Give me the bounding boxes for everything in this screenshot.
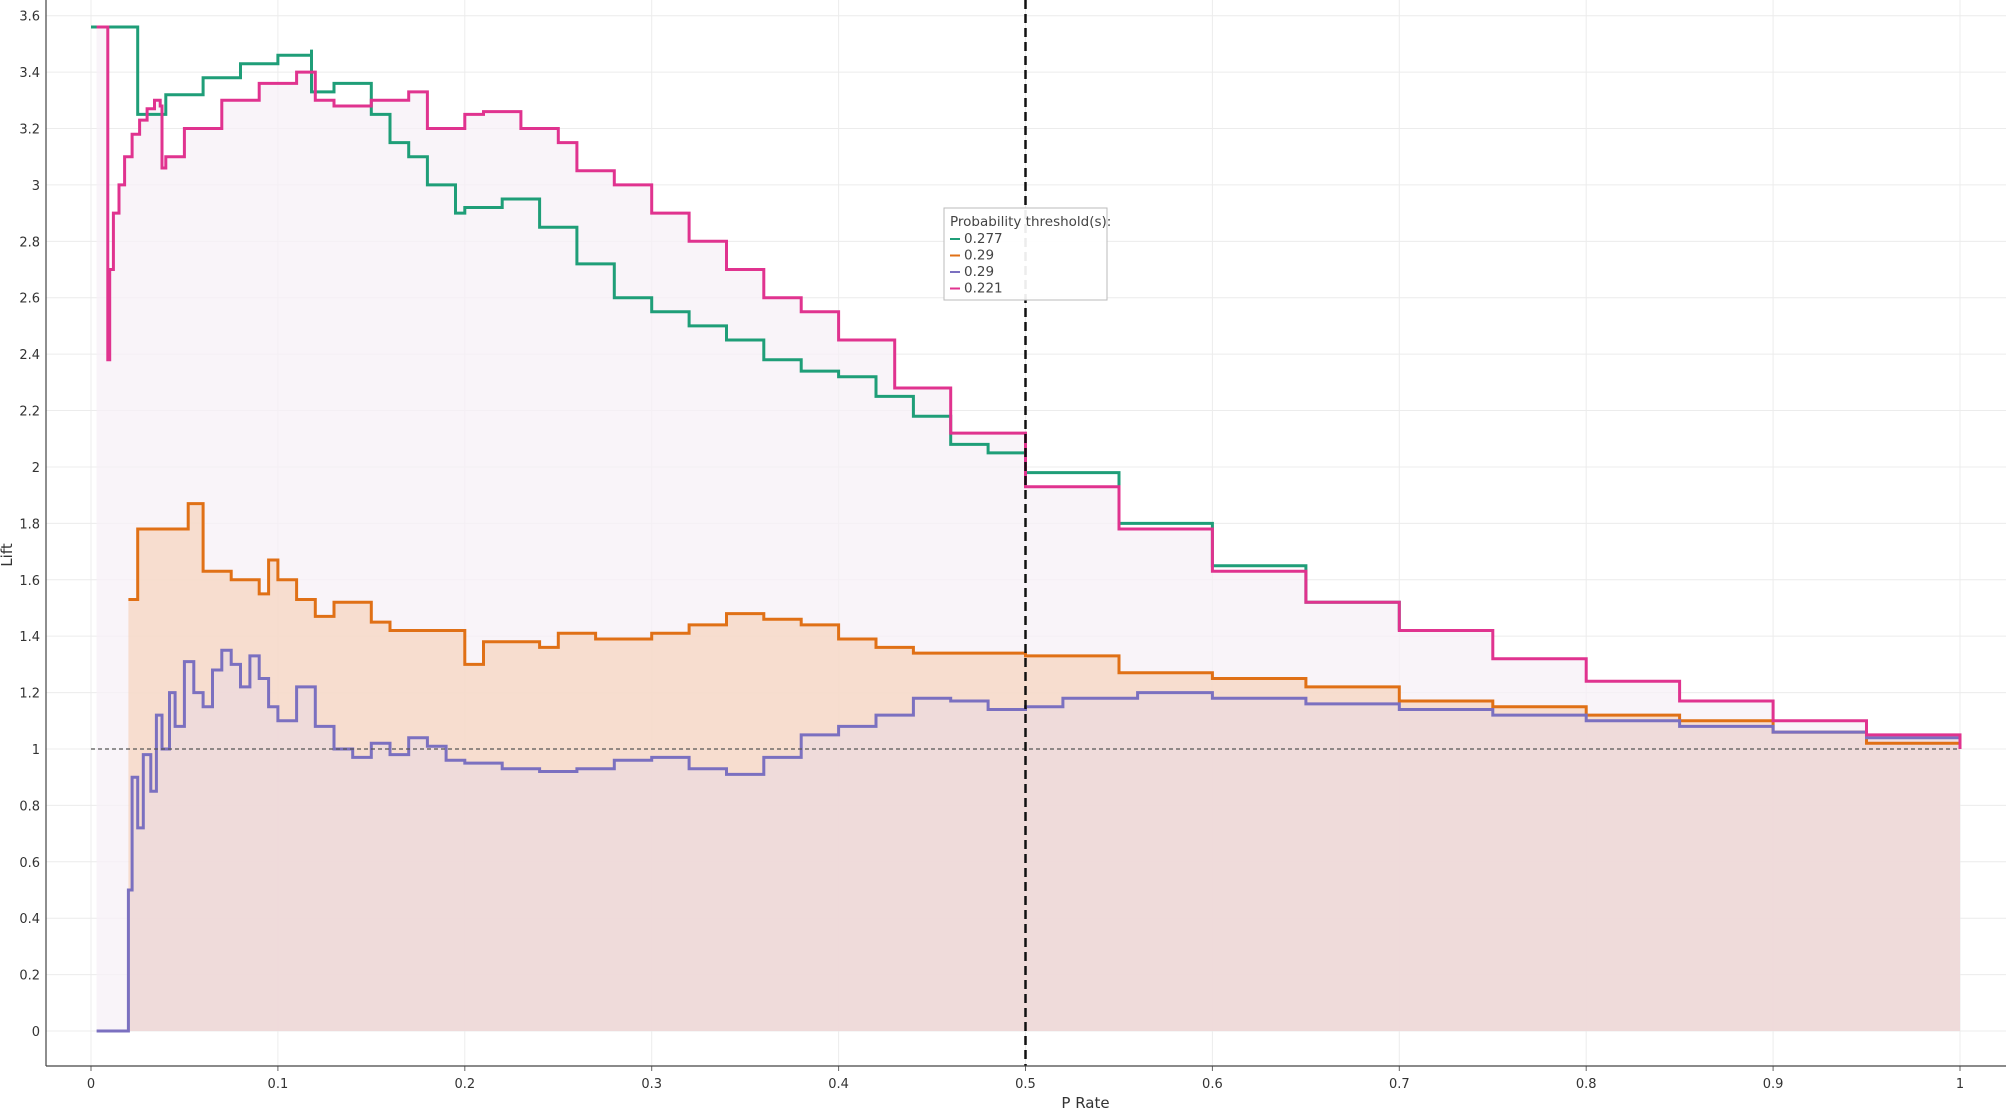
legend-entry: 0.29 — [964, 264, 994, 280]
x-axis-title: P Rate — [1061, 1094, 1109, 1111]
legend-entry: 0.29 — [964, 248, 994, 264]
y-tick-label: 1.8 — [19, 517, 40, 532]
legend-title: Probability threshold(s): — [950, 214, 1111, 230]
y-tick-label: 3.6 — [19, 10, 40, 25]
y-tick-label: 2.8 — [19, 235, 40, 250]
x-tick-label: 1 — [1956, 1077, 1964, 1092]
x-tick-label: 0 — [87, 1077, 95, 1092]
legend-entry: 0.221 — [964, 281, 1003, 297]
y-tick-label: 0.8 — [19, 799, 40, 814]
series-line-3 — [96, 648, 1962, 1033]
reference-lines — [91, 0, 1960, 1066]
y-tick-label: 1.2 — [19, 687, 40, 702]
series-fills — [96, 27, 1961, 1032]
series-line-2 — [128, 502, 1962, 749]
series-lines — [91, 25, 1962, 1033]
series-fill-3 — [96, 650, 1961, 1031]
y-tick-label: 2 — [32, 461, 40, 476]
y-tick-label: 0 — [32, 1025, 40, 1040]
axes: 0 0.1 0.2 0.3 0.4 0.5 0.6 0.7 0.8 0.9 1 0 0.2 0.4 0.6 0… — [19, 0, 2006, 1092]
y-tick-label: 1.6 — [19, 574, 40, 589]
x-tick-label: 0.9 — [1763, 1077, 1784, 1092]
series-line-1 — [91, 25, 1401, 631]
legend: Probability threshold(s):0.2770.290.290.… — [943, 207, 1111, 301]
x-tick-label: 0.4 — [828, 1077, 849, 1092]
y-axis-title: Lift — [0, 543, 16, 567]
legend-box — [943, 207, 1108, 301]
x-tick-label: 0.2 — [454, 1077, 475, 1092]
x-tick-label: 0.8 — [1576, 1077, 1597, 1092]
y-tick-label: 0.4 — [19, 912, 40, 927]
x-tick-label: 0.6 — [1202, 1077, 1223, 1092]
y-tick-label: 1 — [32, 743, 40, 758]
series-line-4 — [96, 25, 1962, 749]
y-tick-label: 0.2 — [19, 969, 40, 984]
x-tick-label: 0.5 — [1015, 1077, 1036, 1092]
y-tick-label: 1.4 — [19, 630, 40, 645]
legend-entry: 0.277 — [964, 231, 1003, 247]
y-tick-label: 2.6 — [19, 292, 40, 307]
x-tick-label: 0.7 — [1389, 1077, 1410, 1092]
x-tick-label: 0.3 — [641, 1077, 662, 1092]
y-tick-label: 3.2 — [19, 123, 40, 138]
x-tick-label: 0.1 — [268, 1077, 289, 1092]
y-tick-label: 2.4 — [19, 348, 40, 363]
y-tick-label: 3 — [32, 179, 40, 194]
y-tick-label: 0.6 — [19, 856, 40, 871]
y-tick-label: 2.2 — [19, 405, 40, 420]
y-tick-label: 3.4 — [19, 66, 40, 81]
